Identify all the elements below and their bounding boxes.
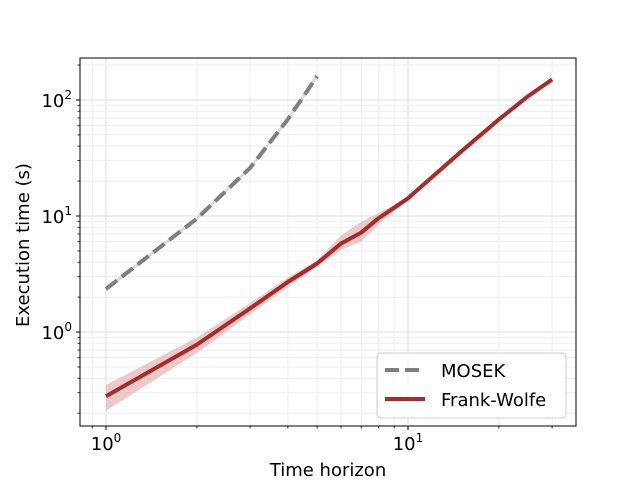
- series-lines: [104, 75, 554, 398]
- legend-label-mosek: MOSEK: [441, 361, 506, 382]
- x-axis-label: Time horizon: [269, 460, 386, 480]
- x-tick-base: 10: [91, 434, 114, 455]
- frank-wolfe-line: [105, 77, 554, 398]
- x-tick-label: 100: [91, 431, 122, 455]
- x-tick-label: 101: [393, 431, 424, 455]
- confidence-bands: [106, 72, 553, 411]
- x-tick-base: 10: [393, 434, 416, 455]
- y-axis-label: Execution time (s): [13, 163, 34, 327]
- legend-box: [376, 352, 567, 419]
- y-tick-base: 10: [41, 323, 64, 344]
- y-tick-label: 102: [41, 88, 72, 112]
- y-tick-label: 101: [41, 204, 72, 228]
- x-tick-exponent: 1: [416, 431, 424, 445]
- grid: [80, 58, 576, 426]
- frank-wolfe-band: [106, 77, 553, 411]
- x-tick-exponent: 0: [114, 431, 122, 445]
- mosek-line: [104, 75, 319, 291]
- legend: MOSEK Frank-Wolfe: [376, 352, 567, 419]
- y-tick-base: 10: [41, 207, 64, 228]
- y-tick-exponent: 2: [64, 88, 72, 102]
- y-tick-label: 100: [41, 320, 72, 344]
- legend-label-frank-wolfe: Frank-Wolfe: [441, 390, 546, 411]
- y-tick-exponent: 0: [64, 320, 72, 334]
- y-tick-exponent: 1: [64, 204, 72, 218]
- y-tick-base: 10: [41, 91, 64, 112]
